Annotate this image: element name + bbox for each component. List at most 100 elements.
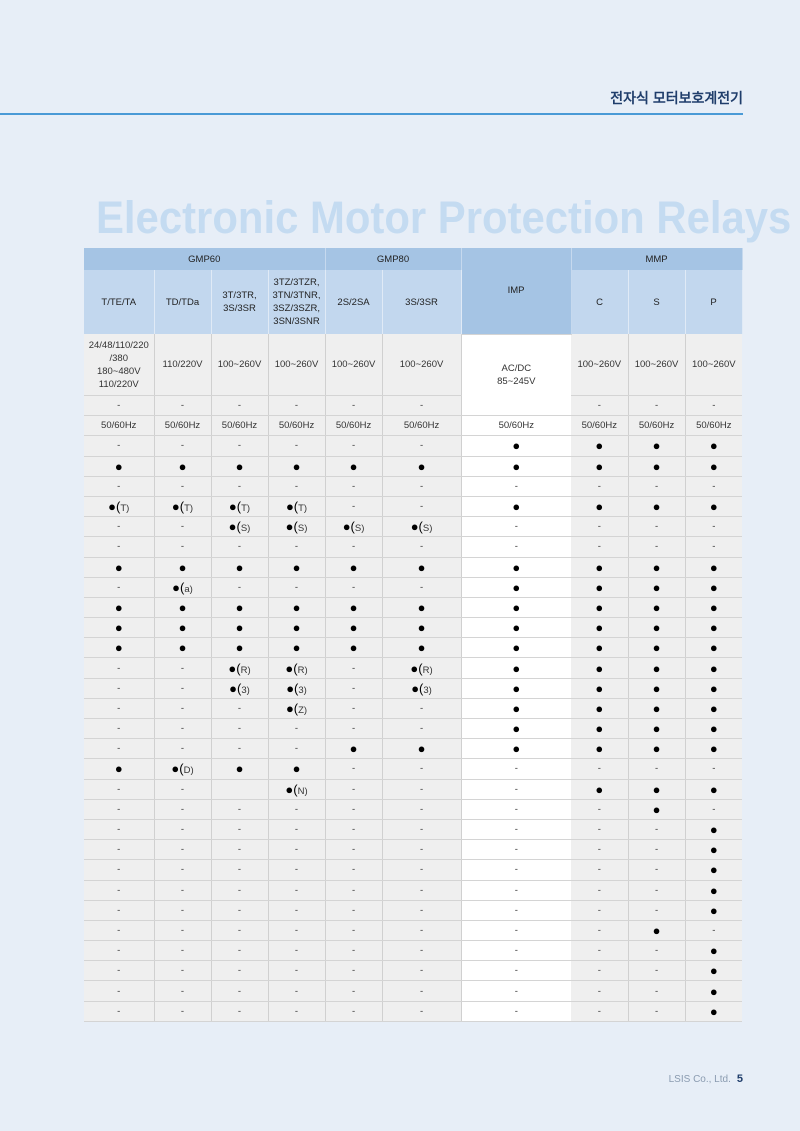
table-cell: ● xyxy=(571,698,629,720)
table-cell: - xyxy=(154,395,212,417)
table-cell: ● xyxy=(325,557,383,578)
column-header: 2S/2SA xyxy=(325,270,383,334)
table-cell: ● xyxy=(268,617,326,639)
table-cell: - xyxy=(382,395,462,417)
table-cell: - xyxy=(211,859,269,881)
table-cell: - xyxy=(571,819,629,841)
table-cell: - xyxy=(211,799,269,820)
table-cell: - xyxy=(461,779,572,800)
table-cell: ● xyxy=(571,456,629,477)
table-cell: 50/60Hz xyxy=(268,415,326,437)
table-cell: ● xyxy=(628,678,686,699)
table-cell: - xyxy=(268,980,326,1002)
table-cell: ● xyxy=(84,617,155,639)
table-cell: - xyxy=(268,476,326,497)
table-cell: ● xyxy=(628,597,686,619)
table-cell: - xyxy=(325,678,383,699)
table-cell: - xyxy=(382,980,462,1002)
table-cell: - xyxy=(628,940,686,962)
table-cell: - xyxy=(154,799,212,820)
table-cell: - xyxy=(325,1001,383,1022)
table-cell: ● xyxy=(685,617,743,639)
table-cell: - xyxy=(211,900,269,921)
table-cell: 50/60Hz xyxy=(628,415,686,437)
table-cell: ● xyxy=(154,637,212,659)
table-cell: ● xyxy=(382,597,462,619)
table-cell: ● xyxy=(571,435,629,457)
table-cell: - xyxy=(325,476,383,497)
table-cell: - xyxy=(628,900,686,921)
table-cell: ● xyxy=(685,718,743,740)
table-cell: - xyxy=(571,1001,629,1022)
page-number: 5 xyxy=(736,1073,743,1085)
table-cell: 24/48/110/220 /380 180~480V 110/220V xyxy=(84,334,155,396)
table-row: - - - - - - - - - ● xyxy=(84,940,743,962)
table-cell: - xyxy=(685,395,743,417)
table-cell: - xyxy=(685,536,743,558)
table-cell: - xyxy=(628,516,686,538)
table-row: ● ● ● ● ● ● ● ● ● ● xyxy=(84,557,743,578)
table-cell: - xyxy=(84,395,155,417)
table-cell: - xyxy=(84,577,155,598)
table-cell: ● xyxy=(382,617,462,639)
table-row: 50/60Hz 50/60Hz 50/60Hz 50/60Hz 50/60Hz 50/60… xyxy=(84,415,743,437)
table-cell: - xyxy=(461,940,572,962)
table-cell: ● xyxy=(571,637,629,659)
table-row: - - - - - - ● ● ● ● xyxy=(84,435,743,457)
table-cell: ● xyxy=(628,698,686,720)
table-cell: ● xyxy=(268,758,326,780)
table-cell: - xyxy=(268,920,326,942)
table-cell: 100~260V xyxy=(628,334,686,396)
table-cell: - xyxy=(382,577,462,598)
table-cell: ● xyxy=(685,577,743,598)
table-cell: - xyxy=(382,900,462,921)
table-cell: ● xyxy=(84,758,155,780)
table-cell: ● xyxy=(461,496,572,518)
table-cell: - xyxy=(325,940,383,962)
table-cell: - xyxy=(685,476,743,497)
table-cell: - xyxy=(325,960,383,982)
table-cell: - xyxy=(268,940,326,962)
table-cell: - xyxy=(382,435,462,457)
table-cell: ● xyxy=(211,456,269,477)
table-cell: ●(T) xyxy=(268,496,326,518)
table-cell: - xyxy=(325,900,383,921)
table-cell: ● xyxy=(325,617,383,639)
table-cell: AC/DC 85~245V xyxy=(461,334,572,417)
table-cell: 100~260V xyxy=(685,334,743,396)
table-cell: - xyxy=(382,779,462,800)
table-cell: ●(S) xyxy=(211,516,269,538)
table-cell: - xyxy=(211,880,269,901)
table-cell: ● xyxy=(571,779,629,800)
table-cell: - xyxy=(571,900,629,921)
table-cell: - xyxy=(571,839,629,861)
table-cell: - xyxy=(84,980,155,1002)
table-cell: ● xyxy=(382,738,462,760)
table-cell: ● xyxy=(685,678,743,699)
table-cell: - xyxy=(325,839,383,861)
table-cell: ● xyxy=(685,819,743,841)
table-cell: ● xyxy=(84,597,155,619)
table-cell: - xyxy=(382,718,462,740)
table-cell: - xyxy=(325,496,383,518)
table-cell: - xyxy=(268,536,326,558)
table-cell xyxy=(211,779,269,800)
table-row: - - - - - - - - - ● xyxy=(84,900,743,921)
table-cell: - xyxy=(268,577,326,598)
table-cell: - xyxy=(154,516,212,538)
column-header: 3T/3TR, 3S/3SR xyxy=(211,270,269,334)
table-cell: - xyxy=(685,920,743,942)
column-header: 3S/3SR xyxy=(382,270,462,334)
table-cell: - xyxy=(84,1001,155,1022)
table-row: - - ●(R) ●(R) - ●(R) ● ● ● ● xyxy=(84,657,743,679)
table-cell: 100~260V xyxy=(382,334,462,396)
table-row: - - - - ● ● ● ● ● ● xyxy=(84,738,743,760)
table-cell: ● xyxy=(211,758,269,780)
table-cell: - xyxy=(571,859,629,881)
table-row: ---------- xyxy=(84,536,743,558)
table-cell: - xyxy=(325,698,383,720)
table-cell: ●(S) xyxy=(325,516,383,538)
table-cell: ● xyxy=(685,637,743,659)
table-row: ● ● ● ● ● ● ● ● ● ● xyxy=(84,637,743,659)
table-cell: - xyxy=(685,516,743,538)
